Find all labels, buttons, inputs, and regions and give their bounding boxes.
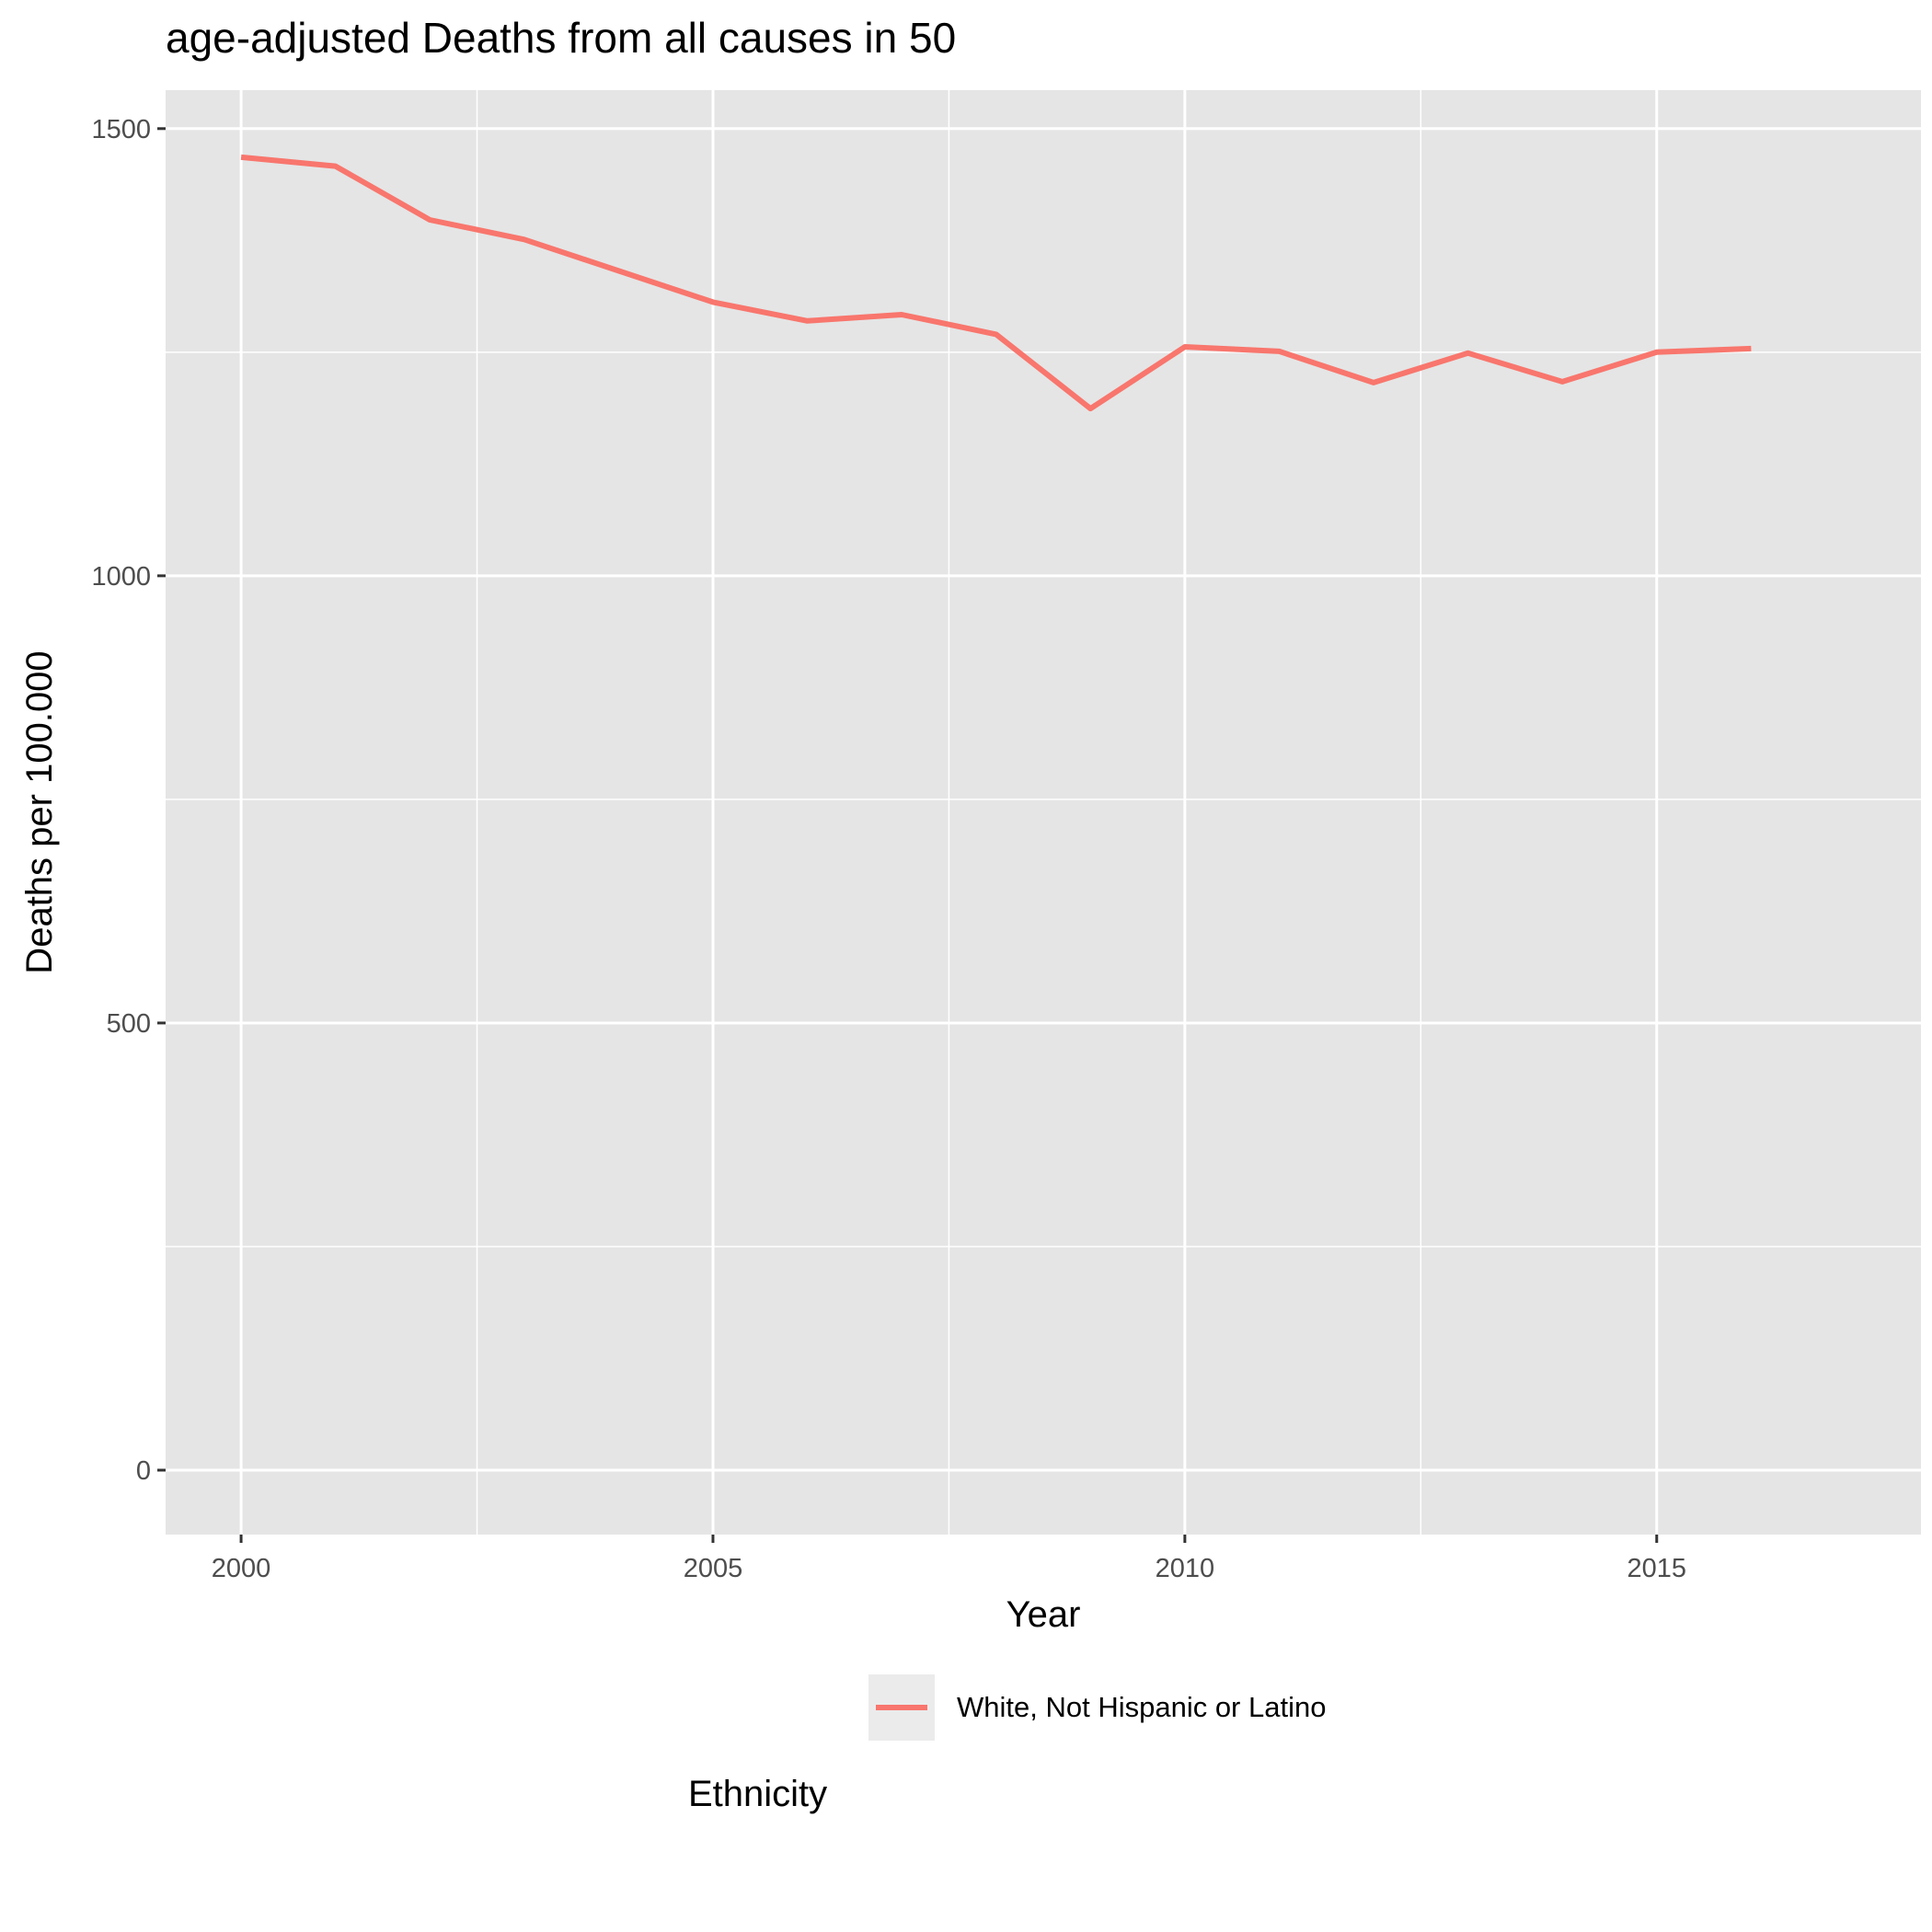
y-tick-label: 500 (107, 1009, 151, 1039)
legend-swatch (876, 1705, 927, 1710)
x-axis-label: Year (1006, 1594, 1081, 1635)
major-gridlines (166, 90, 1921, 1535)
legend: White, Not Hispanic or Latino (868, 1674, 1326, 1741)
legend-label: White, Not Hispanic or Latino (957, 1691, 1327, 1723)
minor-gridlines (166, 90, 1921, 1535)
x-tick-label: 2010 (1156, 1554, 1215, 1583)
series-line-0 (240, 154, 1752, 412)
series-layer (240, 154, 1752, 412)
y-tick-label: 1000 (91, 562, 151, 592)
y-tick-label: 1500 (91, 115, 151, 144)
y-axis-label: Deaths per 100.000 (19, 650, 60, 973)
y-tick-label: 0 (136, 1456, 151, 1486)
plot-panel (166, 90, 1921, 1535)
legend-title: Ethnicity (688, 1774, 828, 1814)
legend-key (868, 1674, 935, 1741)
axes-layer: 0 500 1000 1500 2000 2005 2010 2015 (91, 115, 1686, 1583)
chart-title: age-adjusted Deaths from all causes in 5… (166, 14, 957, 62)
x-tick-label: 2015 (1627, 1554, 1687, 1583)
x-tick-label: 2000 (212, 1554, 271, 1583)
x-tick-label: 2005 (684, 1554, 743, 1583)
